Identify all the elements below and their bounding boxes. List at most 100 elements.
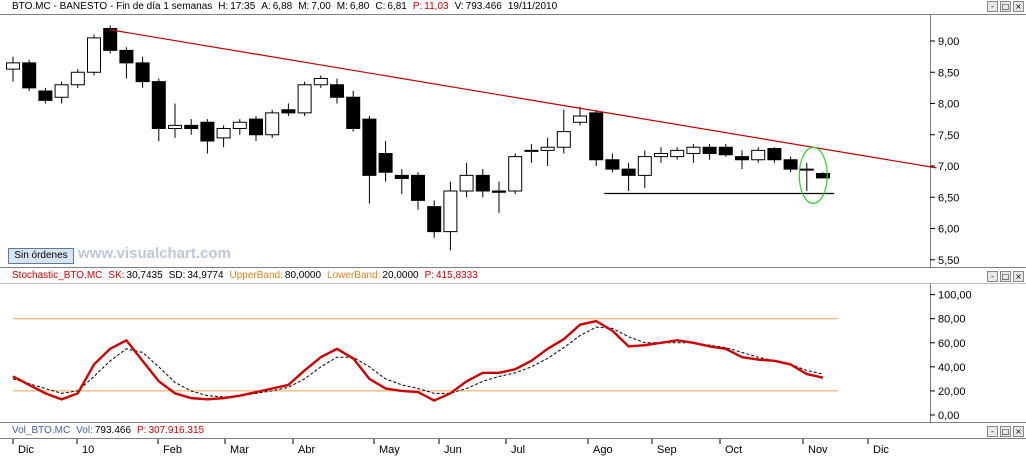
vol-p-label: P: bbox=[137, 425, 147, 436]
candle-body bbox=[540, 146, 555, 151]
stoch-p-value: 415,8333 bbox=[436, 270, 478, 281]
candle-body bbox=[168, 124, 182, 129]
vol-minimize-button[interactable]: - bbox=[987, 426, 998, 437]
candle-body bbox=[6, 62, 20, 70]
candle bbox=[702, 144, 717, 160]
minimize-button[interactable]: - bbox=[987, 1, 998, 12]
maximize-button[interactable]: □ bbox=[1000, 1, 1011, 12]
candle bbox=[103, 25, 118, 54]
x-tick-label: May bbox=[379, 444, 400, 456]
price-date: 19/11/2010 bbox=[507, 1, 558, 12]
stoch-name: Stochastic_BTO.MC bbox=[12, 270, 103, 281]
close-button[interactable]: × bbox=[1013, 1, 1024, 12]
candle-body bbox=[589, 112, 604, 161]
candle bbox=[605, 153, 620, 173]
candle-body bbox=[22, 62, 37, 89]
candle bbox=[686, 144, 701, 163]
stoch-tick-label: 60,00 bbox=[938, 338, 966, 350]
candle-body bbox=[427, 206, 442, 233]
candle bbox=[735, 150, 749, 170]
x-tick-label: Sep bbox=[657, 444, 677, 456]
x-tick-label: Feb bbox=[163, 444, 182, 456]
price-a-value: 6,88 bbox=[272, 1, 293, 12]
candle-body bbox=[686, 146, 701, 154]
candle-body bbox=[87, 37, 101, 73]
candles bbox=[6, 25, 830, 251]
candle bbox=[281, 103, 296, 116]
candle bbox=[330, 78, 344, 104]
sin-ordenes-button[interactable]: Sin órdenes bbox=[8, 248, 74, 264]
candle bbox=[216, 125, 231, 148]
candle-body bbox=[783, 159, 798, 170]
candle bbox=[767, 147, 782, 163]
candle-body bbox=[524, 149, 539, 152]
candle bbox=[508, 153, 523, 195]
pane-borders bbox=[0, 14, 1026, 439]
stoch-tick-label: 40,00 bbox=[938, 362, 966, 374]
candle bbox=[573, 106, 587, 126]
candle bbox=[443, 181, 458, 251]
candle-body bbox=[492, 190, 506, 193]
candle bbox=[427, 200, 442, 238]
candle bbox=[151, 78, 166, 141]
price-c-value: 6,81 bbox=[387, 1, 407, 12]
candle-body bbox=[249, 118, 263, 136]
stoch-sd-label: SD: bbox=[168, 270, 186, 281]
price-tick-label: 6,00 bbox=[938, 224, 959, 236]
candle bbox=[346, 91, 361, 132]
candle bbox=[718, 144, 733, 157]
stoch-tick-label: 0,00 bbox=[938, 410, 959, 422]
candle-body bbox=[135, 62, 150, 83]
price-axis: 9,00 8,50 8,00 7,50 7,00 6,50 6,00 5,50 bbox=[930, 36, 959, 267]
candle-body bbox=[718, 146, 733, 156]
candle bbox=[556, 109, 571, 154]
candle bbox=[313, 75, 328, 88]
stoch-sk-label: SK: bbox=[108, 270, 125, 281]
candle bbox=[38, 87, 53, 104]
stoch-sd-value: 34,9774 bbox=[187, 270, 224, 281]
candle-body bbox=[816, 173, 830, 179]
price-tick-label: 9,00 bbox=[938, 36, 959, 48]
vol-maximize-button[interactable]: □ bbox=[1000, 426, 1011, 437]
candle bbox=[670, 147, 685, 160]
x-tick-label: Jul bbox=[511, 444, 525, 456]
candle-body bbox=[751, 149, 766, 161]
candle bbox=[783, 156, 798, 173]
x-tick-label: Dic bbox=[873, 444, 889, 456]
candle-body bbox=[670, 149, 685, 158]
price-tick-label: 8,50 bbox=[938, 67, 959, 79]
candle bbox=[119, 47, 134, 79]
candle-body bbox=[394, 174, 409, 179]
candle-body bbox=[443, 190, 458, 233]
candle bbox=[54, 81, 69, 104]
vol-value: 793.466 bbox=[94, 425, 132, 436]
price-header: BTO.MC - BANESTO - Fin de día 1 semanas H… bbox=[12, 0, 563, 14]
x-tick-label: Ago bbox=[593, 444, 613, 456]
candle-body bbox=[799, 168, 814, 171]
stoch-minimize-button[interactable]: - bbox=[987, 271, 998, 282]
price-mn-label: M: bbox=[336, 1, 348, 12]
stoch-lower-label: LowerBand: bbox=[327, 270, 381, 281]
x-tick-label: Abr bbox=[298, 444, 315, 456]
price-tick-label: 5,50 bbox=[938, 255, 959, 267]
candle bbox=[394, 169, 409, 195]
sk-line bbox=[12, 319, 824, 402]
candle-body bbox=[362, 118, 377, 176]
stoch-maximize-button[interactable]: □ bbox=[1000, 271, 1011, 282]
candle bbox=[200, 119, 215, 154]
candle bbox=[265, 109, 280, 138]
price-m-value: 7,00 bbox=[311, 1, 331, 12]
stoch-close-button[interactable]: × bbox=[1013, 271, 1024, 282]
stoch-p-label: P: bbox=[424, 270, 435, 281]
price-tick-label: 6,50 bbox=[938, 192, 959, 204]
price-p-value: 11,03 bbox=[424, 1, 449, 12]
price-window-buttons: - □ × bbox=[987, 1, 1024, 12]
price-v-label: V: bbox=[454, 1, 464, 12]
vol-close-button[interactable]: × bbox=[1013, 426, 1024, 437]
candle bbox=[799, 162, 814, 191]
candle bbox=[70, 69, 85, 88]
candle-body bbox=[184, 124, 199, 129]
price-v-value: 793.466 bbox=[465, 1, 502, 12]
candle bbox=[540, 137, 555, 166]
